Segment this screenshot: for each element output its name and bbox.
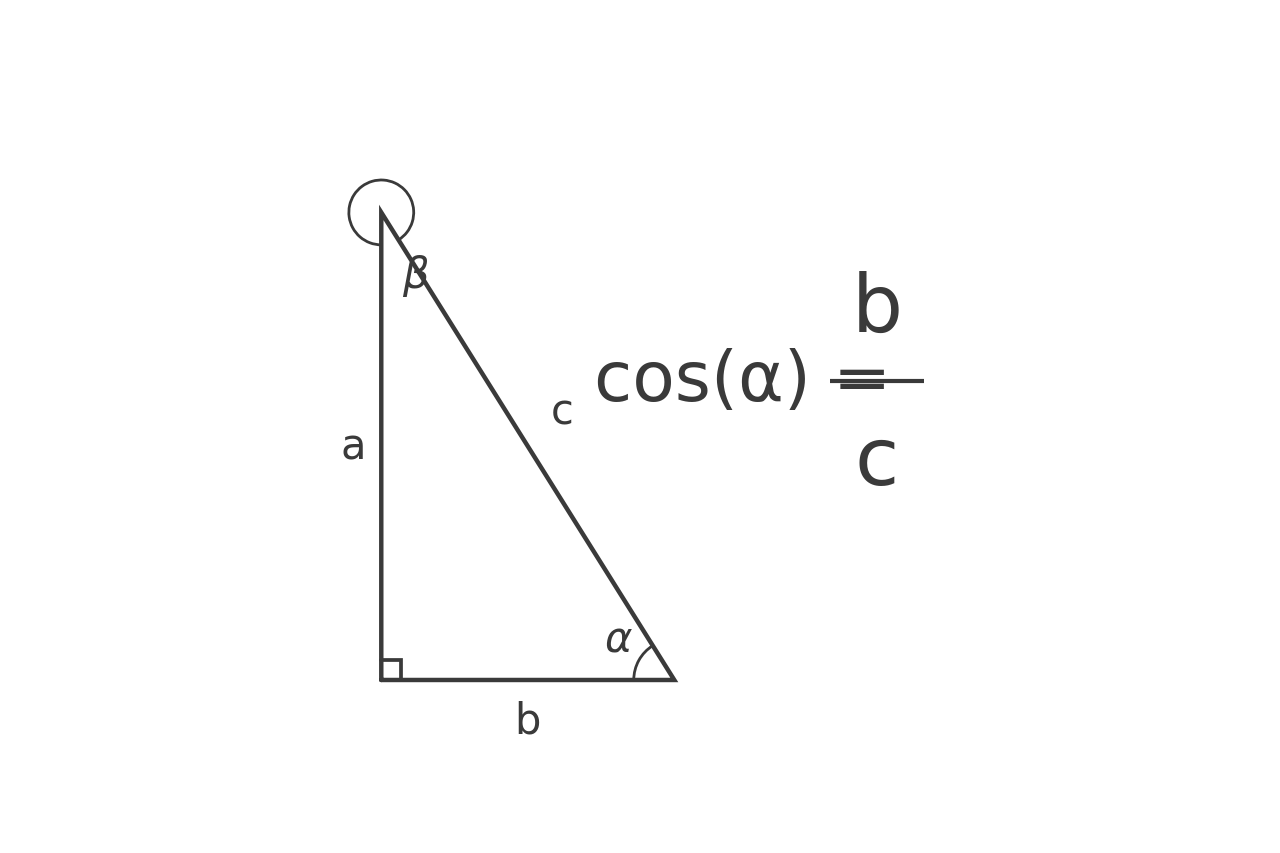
Text: c: c (550, 392, 573, 433)
Text: www.inchcalculator.com: www.inchcalculator.com (489, 814, 791, 838)
Text: b: b (851, 270, 902, 349)
Text: cos(α) =: cos(α) = (594, 348, 891, 415)
Text: β: β (402, 254, 429, 296)
Text: a: a (340, 426, 366, 467)
Text: Cosine Formula: Cosine Formula (329, 27, 951, 105)
Text: α: α (604, 618, 632, 661)
Text: c: c (855, 423, 899, 502)
Bar (622, 783, 658, 786)
Text: b: b (515, 699, 541, 741)
